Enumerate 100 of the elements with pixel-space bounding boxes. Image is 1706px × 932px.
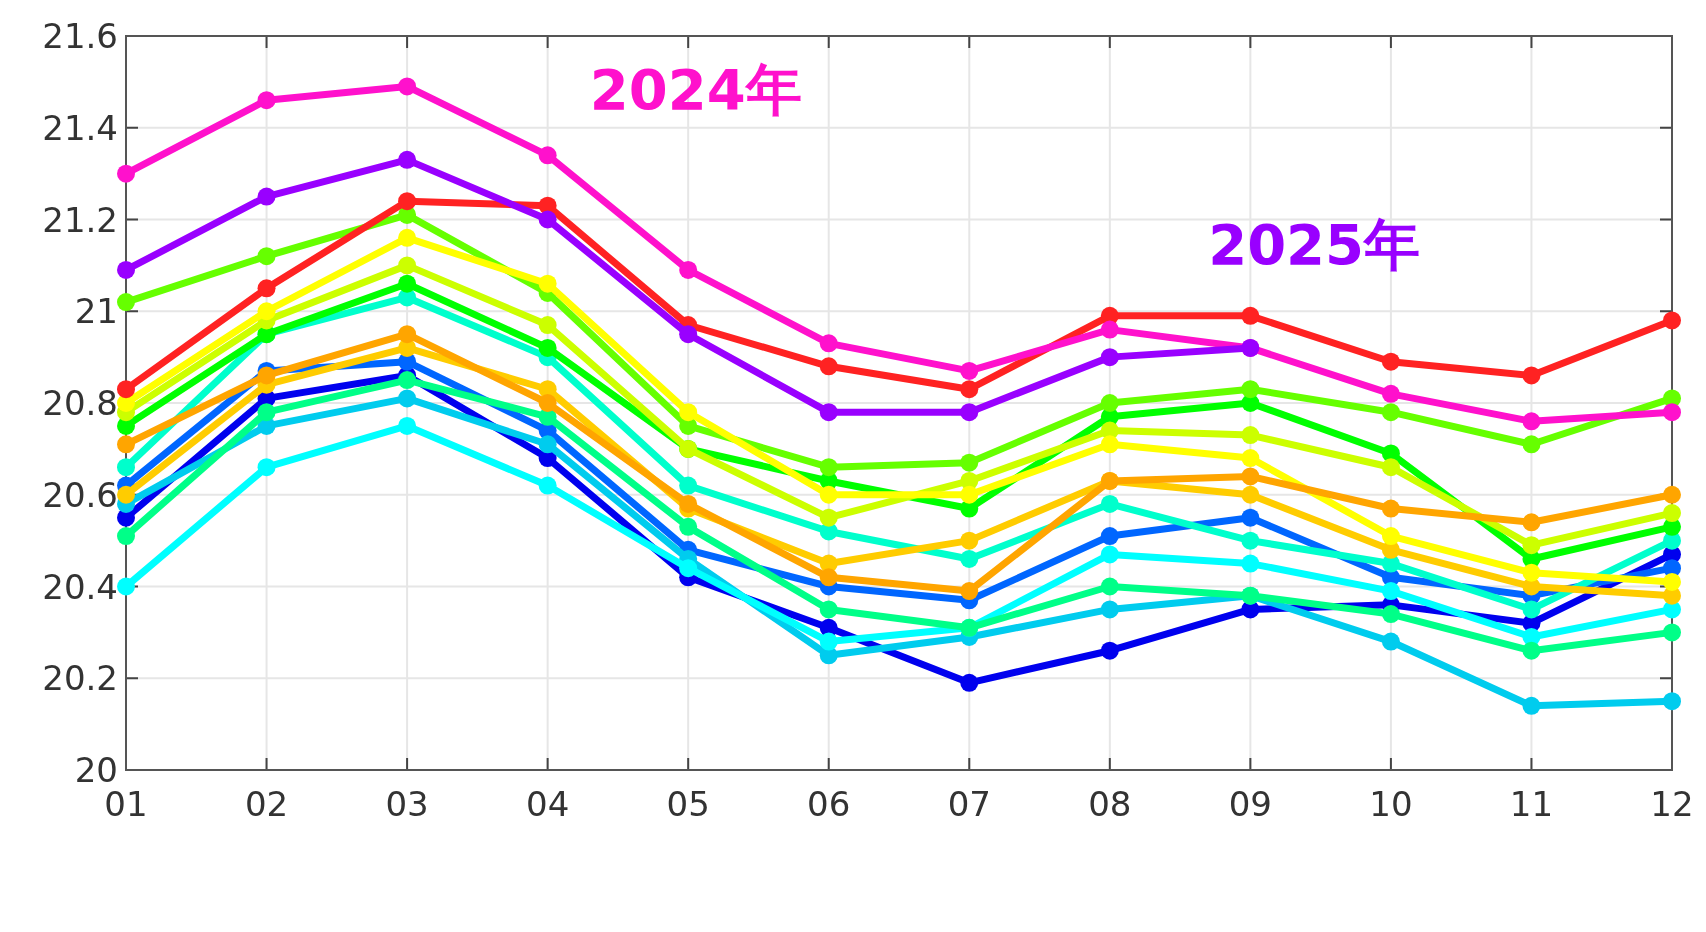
point bbox=[1663, 485, 1681, 504]
point bbox=[1522, 536, 1541, 555]
point bbox=[1241, 467, 1260, 486]
y-tick-label: 20.4 bbox=[42, 566, 118, 607]
point bbox=[1522, 366, 1541, 385]
point bbox=[679, 260, 698, 279]
point bbox=[1100, 348, 1119, 367]
point bbox=[1663, 572, 1681, 591]
point bbox=[819, 334, 838, 353]
point bbox=[960, 361, 979, 380]
point bbox=[538, 274, 557, 293]
point bbox=[257, 279, 276, 298]
point bbox=[960, 673, 979, 692]
point bbox=[117, 293, 135, 312]
point bbox=[1522, 435, 1541, 454]
y-tick-label: 20.8 bbox=[42, 383, 118, 423]
point bbox=[819, 508, 838, 527]
point bbox=[117, 527, 135, 546]
point bbox=[538, 146, 557, 165]
point bbox=[1241, 426, 1260, 445]
point bbox=[1663, 403, 1681, 422]
point bbox=[117, 458, 135, 477]
point bbox=[538, 476, 557, 495]
point bbox=[398, 192, 417, 211]
point bbox=[1100, 320, 1119, 339]
x-tick-label: 12 bbox=[1650, 784, 1694, 824]
point bbox=[819, 600, 838, 619]
point bbox=[257, 247, 276, 266]
point bbox=[960, 582, 979, 601]
x-tick-label: 11 bbox=[1509, 784, 1554, 824]
point bbox=[117, 485, 135, 504]
point bbox=[1381, 527, 1400, 546]
annotation: 2024年 bbox=[589, 57, 802, 123]
point bbox=[960, 485, 979, 504]
point bbox=[679, 559, 698, 578]
point bbox=[1522, 641, 1541, 660]
point bbox=[398, 325, 417, 344]
point bbox=[1100, 577, 1119, 596]
point bbox=[1100, 641, 1119, 660]
point bbox=[960, 453, 979, 472]
point bbox=[679, 494, 698, 513]
x-tick-label: 10 bbox=[1369, 784, 1413, 824]
point bbox=[1241, 485, 1260, 504]
x-tick-label: 03 bbox=[385, 784, 429, 824]
y-tick-label: 21.4 bbox=[42, 107, 118, 148]
point bbox=[1241, 306, 1260, 325]
point bbox=[1100, 600, 1119, 619]
point bbox=[117, 164, 135, 183]
x-tick-label: 09 bbox=[1228, 784, 1272, 824]
point bbox=[679, 517, 698, 536]
point bbox=[257, 366, 276, 385]
point bbox=[117, 380, 135, 399]
point bbox=[1100, 545, 1119, 564]
point bbox=[398, 389, 417, 408]
point bbox=[1241, 531, 1260, 550]
point bbox=[679, 403, 698, 422]
y-tick-label: 21 bbox=[74, 291, 118, 332]
point bbox=[538, 435, 557, 454]
x-tick-label: 08 bbox=[1088, 784, 1132, 824]
point bbox=[398, 416, 417, 435]
x-tick-label: 02 bbox=[244, 784, 289, 824]
point bbox=[960, 380, 979, 399]
point bbox=[1100, 527, 1119, 546]
y-tick-label: 21.2 bbox=[42, 199, 118, 240]
point bbox=[1381, 458, 1400, 477]
point bbox=[1522, 513, 1541, 532]
point bbox=[679, 325, 698, 344]
x-tick-label: 06 bbox=[807, 784, 851, 824]
point bbox=[1381, 582, 1400, 601]
point bbox=[819, 357, 838, 376]
point bbox=[1663, 504, 1681, 523]
point bbox=[960, 531, 979, 550]
annotation: 2025年 bbox=[1208, 211, 1421, 277]
point bbox=[1663, 692, 1681, 711]
x-tick-label: 05 bbox=[666, 784, 710, 824]
point bbox=[1381, 605, 1400, 624]
point bbox=[1381, 384, 1400, 403]
y-tick-label: 21.6 bbox=[42, 16, 118, 56]
point bbox=[819, 485, 838, 504]
y-tick-label: 20.2 bbox=[42, 658, 118, 699]
point bbox=[538, 210, 557, 229]
point bbox=[1100, 394, 1119, 412]
point bbox=[398, 77, 417, 96]
point bbox=[538, 316, 557, 335]
point bbox=[117, 577, 135, 596]
point bbox=[960, 403, 979, 422]
point bbox=[398, 274, 417, 293]
point bbox=[257, 458, 276, 477]
point bbox=[1663, 311, 1681, 330]
point bbox=[1381, 499, 1400, 518]
point bbox=[1100, 435, 1119, 454]
point bbox=[819, 568, 838, 587]
point bbox=[1381, 403, 1400, 422]
point bbox=[1241, 554, 1260, 573]
point bbox=[1522, 563, 1541, 582]
point bbox=[538, 338, 557, 357]
point bbox=[960, 549, 979, 568]
point bbox=[819, 632, 838, 651]
point bbox=[257, 302, 276, 321]
point bbox=[1663, 623, 1681, 642]
